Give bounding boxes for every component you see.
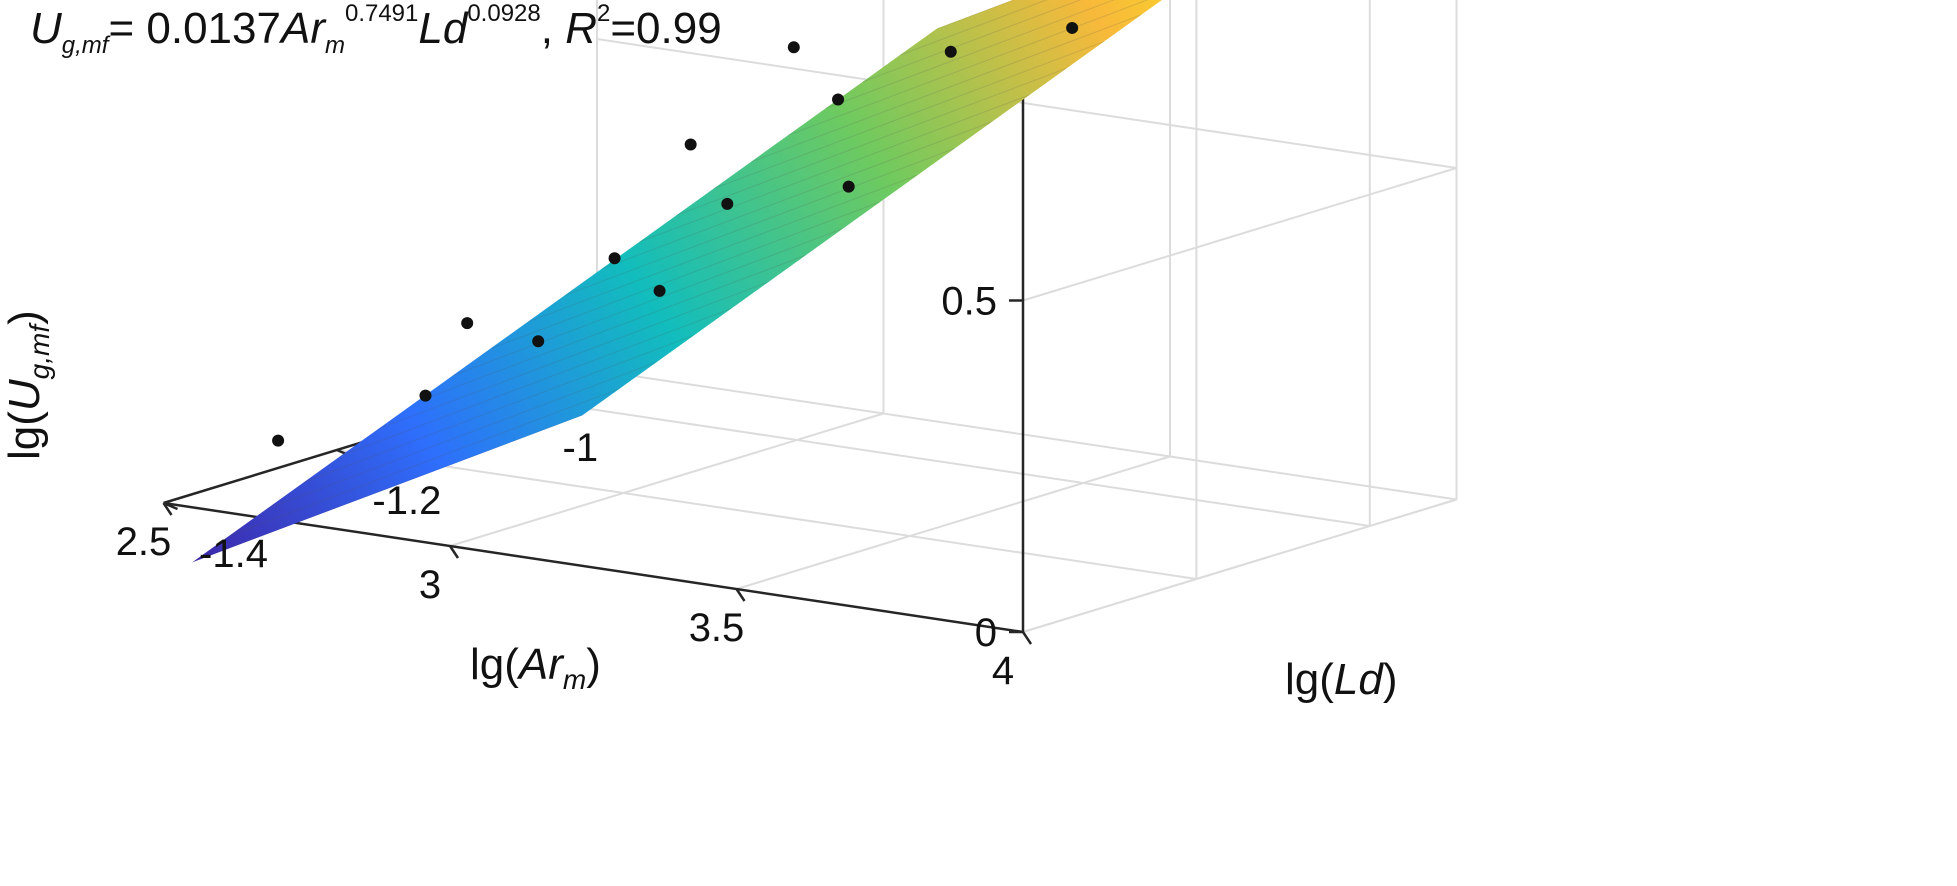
mesh-line — [192, 414, 583, 563]
data-point — [532, 335, 545, 348]
x-tick-mark — [448, 545, 460, 559]
data-point — [684, 138, 697, 151]
x-tick-label: 4 — [992, 649, 1014, 693]
title-r2-value: =0.99 — [610, 4, 722, 53]
fitted-surface — [192, 0, 1328, 563]
x-tick-mark — [162, 502, 173, 516]
mesh-line — [825, 0, 1216, 110]
mesh-line — [340, 308, 732, 457]
data-point — [272, 434, 285, 447]
title-rhs-start: = 0.0137 — [108, 4, 281, 53]
mesh-line — [527, 174, 918, 323]
title-lhs-var: U — [30, 4, 62, 53]
mesh-line — [787, 0, 1179, 136]
surface-patch — [192, 0, 1162, 563]
z-axis-label: lg(Ug,mf) — [0, 310, 55, 460]
title-lhs-sub: g,mf — [61, 32, 109, 59]
title-ld-exp: 0.0928 — [467, 0, 541, 27]
mesh-line — [229, 388, 620, 537]
mesh-line — [303, 334, 695, 483]
y-tick-label: -1.4 — [199, 532, 268, 576]
chart-title: Ug,mf= 0.0137Arm0.7491Ld0.0928, R2=0.99 — [30, 0, 722, 59]
data-point — [787, 41, 800, 54]
gridline-back-z — [1022, 167, 1457, 302]
x-tick-label: 2.5 — [116, 520, 172, 564]
tick-labels: 43.532.5-1.4-1.2-100.51 — [116, 280, 1014, 694]
x-axis-label: lg(Arm) — [470, 640, 601, 695]
y-tick-mark — [163, 501, 178, 511]
x-tick-mark — [735, 588, 746, 602]
data-point — [842, 180, 855, 193]
data-point — [419, 389, 432, 402]
gridline-floor-x — [449, 412, 884, 547]
data-points — [272, 21, 1079, 447]
mesh-line — [378, 281, 769, 430]
data-point — [608, 252, 621, 265]
title-ld-var: Ld — [418, 4, 468, 53]
mesh-line — [564, 147, 955, 296]
gridline-floor-x — [736, 455, 1171, 590]
mesh-line — [862, 0, 1253, 83]
mesh-line — [750, 14, 1142, 163]
data-point — [721, 197, 734, 210]
y-axis-label: lg(Ld) — [1285, 655, 1398, 704]
z-tick-label: 0.5 — [941, 280, 997, 324]
title-ar-exp: 0.7491 — [344, 0, 419, 27]
title-ar-var: Ar — [280, 4, 325, 53]
grid-lines — [163, 0, 1458, 633]
data-point — [1066, 21, 1079, 34]
x-tick-mark — [1021, 631, 1033, 645]
x-tick-label: 3 — [419, 563, 441, 607]
mesh-line — [638, 94, 1030, 243]
gridline-side-z — [596, 369, 1457, 501]
gridline-floor-y — [510, 396, 1370, 527]
mesh-line — [601, 121, 993, 270]
data-point — [653, 284, 666, 297]
data-point — [944, 45, 957, 58]
mesh-line — [489, 201, 881, 350]
gridline-floor-y — [336, 449, 1197, 580]
mesh-line — [899, 0, 1291, 56]
y-tick-label: -1 — [563, 426, 599, 470]
mesh-line — [266, 361, 657, 510]
title-r2-exp: 2 — [596, 0, 611, 27]
y-tick-label: -1.2 — [372, 479, 441, 523]
mesh-line — [676, 67, 1067, 216]
gridline-side-z — [596, 38, 1457, 169]
title-ar-sub: m — [324, 32, 345, 59]
title-r2-var: R — [565, 4, 597, 53]
z-tick-label: 0 — [975, 611, 997, 655]
mesh-line — [713, 41, 1104, 190]
mesh-line — [452, 228, 844, 376]
x-axis-line — [163, 501, 1024, 634]
gridline-floor-x — [1022, 498, 1457, 633]
mesh-line — [415, 254, 806, 403]
x-tick-label: 3.5 — [689, 606, 745, 650]
data-point — [461, 317, 474, 330]
data-point — [832, 93, 845, 106]
